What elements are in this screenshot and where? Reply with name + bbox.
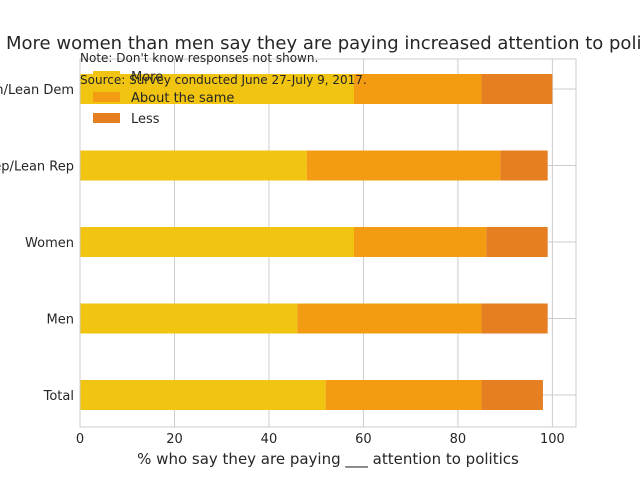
annotation-text: Source: Survey conducted June 27-July 9,… bbox=[80, 73, 367, 87]
bar-about-the-same bbox=[325, 380, 482, 410]
y-axis-tick-labels: Total Men Women Rep/Lean Rep Dem/Lean Dem bbox=[0, 83, 74, 404]
legend-swatch bbox=[93, 71, 120, 81]
bar-about-the-same bbox=[297, 303, 482, 334]
legend-label: About the same bbox=[131, 91, 234, 106]
bar-about-the-same bbox=[306, 150, 501, 181]
bar-more bbox=[80, 74, 354, 104]
legend-swatch bbox=[93, 113, 120, 123]
x-tick-label: 0 bbox=[76, 432, 84, 447]
x-tick-label: 80 bbox=[450, 432, 467, 447]
y-tick-label: Rep/Lean Rep bbox=[0, 160, 74, 175]
legend: More About the same Less bbox=[93, 70, 234, 127]
bar-less bbox=[481, 74, 553, 104]
chart-title: More women than men say they are paying … bbox=[6, 33, 640, 54]
bar-about-the-same bbox=[353, 74, 482, 104]
bar-less bbox=[500, 150, 548, 181]
annotation-text: Note: Don't know responses not shown. bbox=[80, 51, 318, 65]
plot-frame bbox=[79, 58, 577, 428]
bar-more bbox=[80, 227, 354, 257]
x-tick-label: 60 bbox=[355, 432, 372, 447]
bar-more bbox=[80, 380, 326, 410]
x-axis-label: % who say they are paying ___ attention … bbox=[137, 450, 519, 469]
bar-more bbox=[80, 303, 298, 334]
bar-less bbox=[486, 227, 548, 257]
legend-label: More bbox=[131, 70, 163, 85]
x-tick-label: 40 bbox=[261, 432, 278, 447]
x-axis-tick-labels: 0 20 40 60 80 100 bbox=[76, 432, 565, 447]
legend-swatch bbox=[93, 92, 120, 102]
x-tick-label: 20 bbox=[166, 432, 183, 447]
bar-more bbox=[80, 150, 307, 181]
x-tick-label: 100 bbox=[540, 432, 565, 447]
bar-less bbox=[481, 380, 543, 410]
bars bbox=[80, 74, 553, 410]
annotations: Note: Don't know responses not shown. Sou… bbox=[80, 51, 367, 87]
bar-less bbox=[481, 303, 548, 334]
plot-area bbox=[79, 58, 577, 428]
legend-label: Less bbox=[131, 112, 160, 127]
bar-about-the-same bbox=[353, 227, 487, 257]
y-tick-label: Women bbox=[25, 236, 74, 251]
y-tick-label: Total bbox=[43, 389, 74, 404]
y-tick-label: Dem/Lean Dem bbox=[0, 83, 74, 98]
y-tick-label: Men bbox=[47, 313, 74, 328]
